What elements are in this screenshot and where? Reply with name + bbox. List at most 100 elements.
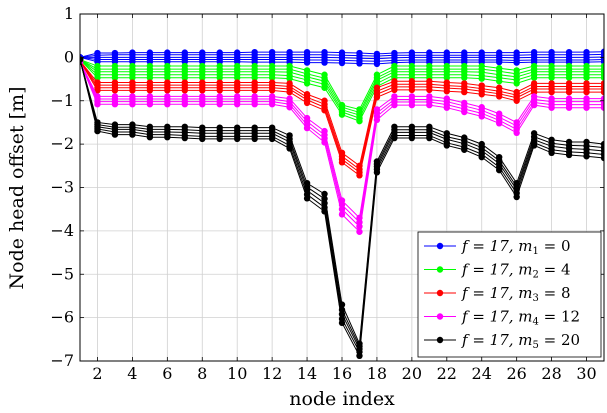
data-point	[146, 87, 154, 94]
series-layer	[80, 48, 604, 359]
data-point	[199, 74, 206, 81]
data-point	[583, 153, 590, 160]
data-point	[268, 87, 276, 94]
data-point	[286, 88, 293, 96]
legend-label: f = 17, m3 = 8	[461, 284, 571, 304]
x-axis-label: node index	[289, 388, 395, 410]
data-point	[338, 59, 346, 67]
data-point	[80, 56, 84, 63]
data-point	[408, 101, 416, 109]
data-point	[548, 88, 555, 96]
y-tick-label: −3	[50, 178, 74, 197]
data-point	[478, 113, 485, 120]
legend-box	[417, 231, 602, 358]
data-point	[443, 74, 450, 81]
data-point	[216, 74, 223, 81]
data-point	[373, 169, 381, 176]
data-point	[461, 88, 468, 96]
y-tick-label: −6	[50, 308, 74, 327]
y-tick-label: 0	[64, 47, 74, 66]
data-point	[600, 74, 604, 81]
x-tick-label: 24	[472, 364, 492, 383]
legend-marker	[436, 313, 444, 320]
data-point	[530, 142, 538, 149]
data-point	[321, 190, 328, 198]
data-point	[373, 116, 381, 124]
data-point	[303, 195, 311, 202]
x-tick-label: 10	[227, 364, 247, 383]
data-point	[251, 135, 258, 143]
data-point	[356, 223, 363, 230]
y-tick-label: −7	[50, 351, 74, 370]
data-point	[164, 133, 171, 141]
data-point	[530, 74, 538, 81]
data-point	[391, 134, 398, 142]
data-point	[234, 101, 241, 108]
legend-entry-5: f = 17, m5 = 20	[424, 331, 580, 351]
y-tick-label: −1	[50, 91, 74, 110]
data-point	[234, 74, 241, 81]
tick-labels: 2 4 6 8 10 12 14 16 18 20 22 24 26 28 3010−1−2−3−4−5−6…	[50, 4, 596, 383]
y-tick-label: 1	[64, 4, 74, 23]
data-point	[268, 135, 276, 143]
data-point	[426, 86, 433, 94]
data-point	[181, 74, 188, 81]
data-point	[234, 87, 241, 94]
data-point	[548, 149, 555, 156]
data-point	[286, 104, 293, 111]
data-point	[164, 74, 171, 81]
data-point	[268, 101, 276, 108]
legend-label: f = 17, m4 = 12	[461, 308, 580, 328]
data-point	[443, 104, 450, 111]
data-point	[129, 101, 136, 108]
y-tick-label: −5	[50, 264, 74, 283]
data-point	[321, 107, 328, 114]
data-point	[94, 87, 101, 94]
data-point	[111, 87, 119, 94]
data-point	[548, 74, 555, 81]
data-point	[111, 131, 119, 138]
data-point	[496, 166, 503, 174]
y-axis-label: Node head offset [m]	[6, 87, 28, 290]
legend-marker	[436, 289, 444, 297]
data-point	[565, 151, 573, 159]
legend-marker	[436, 266, 444, 273]
x-tick-label: 20	[402, 364, 422, 383]
data-point	[443, 142, 450, 149]
data-point	[513, 80, 520, 87]
data-point	[565, 88, 573, 96]
x-tick-label: 16	[332, 364, 352, 383]
x-tick-label: 18	[367, 364, 387, 383]
data-point	[199, 135, 206, 143]
data-point	[565, 74, 573, 81]
data-point	[583, 104, 590, 111]
legend-label: f = 17, m5 = 20	[461, 331, 580, 351]
data-point	[338, 159, 346, 166]
data-point	[443, 88, 450, 95]
data-point	[181, 134, 188, 142]
data-point	[181, 87, 188, 94]
legend: f = 17, m1 = 0 f = 17, m2 = 4 f = 17, m3 =…	[417, 231, 602, 358]
data-point	[373, 94, 381, 101]
series-group-4-line-17	[80, 58, 604, 235]
data-point	[129, 74, 136, 81]
data-point	[478, 91, 485, 98]
data-point	[94, 101, 101, 108]
data-point	[216, 101, 223, 108]
data-point	[111, 74, 119, 81]
data-point	[164, 101, 171, 108]
data-point	[583, 88, 590, 96]
x-tick-label: 8	[197, 364, 207, 383]
data-point	[251, 101, 258, 108]
data-point	[426, 134, 433, 142]
data-point	[111, 101, 119, 108]
data-point	[129, 131, 136, 138]
data-point	[303, 99, 311, 107]
x-tick-label: 30	[576, 364, 596, 383]
data-point	[164, 87, 171, 94]
data-point	[583, 74, 590, 81]
legend-label: f = 17, m2 = 4	[461, 261, 571, 281]
x-tick-label: 28	[541, 364, 561, 383]
data-point	[496, 58, 503, 66]
